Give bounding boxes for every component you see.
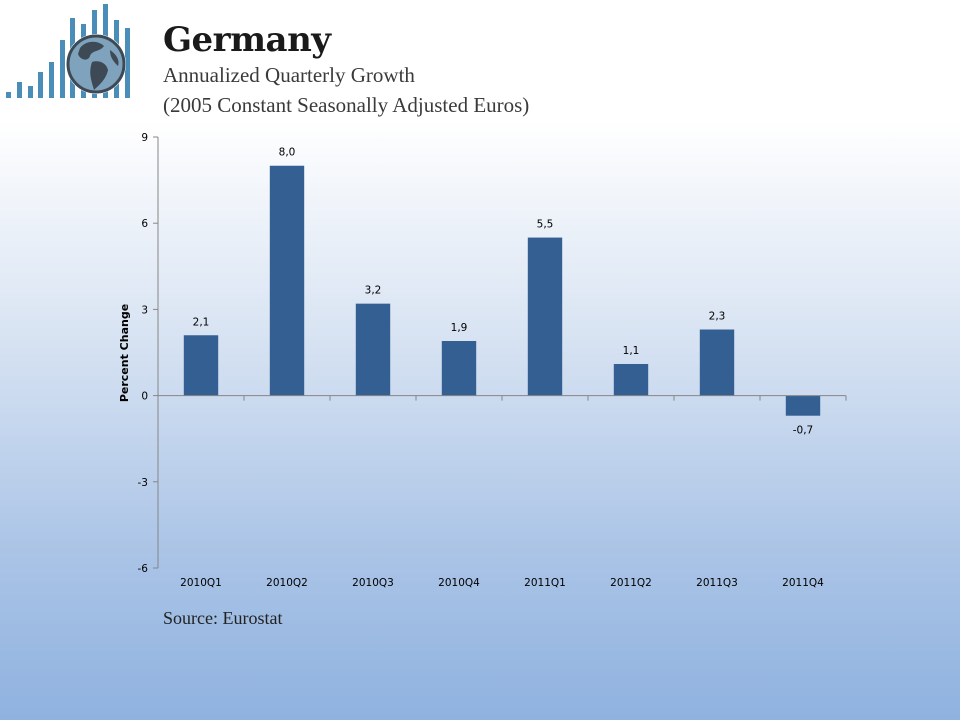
y-tick-label: 9 bbox=[141, 132, 148, 144]
logo-bar-4 bbox=[38, 72, 43, 98]
y-tick-label: 3 bbox=[141, 304, 148, 316]
data-label-2011Q3: 2,3 bbox=[709, 311, 726, 323]
source-note: Source: Eurostat bbox=[163, 608, 283, 628]
category-label-2010Q4: 2010Q4 bbox=[438, 577, 480, 589]
logo-bar-12 bbox=[125, 28, 130, 98]
data-labels: 2,1 8,0 3,2 1,9 5,5 1,1 2,3 -0,7 bbox=[193, 147, 814, 437]
bar-2010Q1 bbox=[183, 335, 219, 396]
bar-2011Q4 bbox=[785, 395, 821, 416]
data-label-2010Q1: 2,1 bbox=[193, 316, 210, 328]
logo-bar-1 bbox=[6, 92, 11, 98]
data-label-2011Q1: 5,5 bbox=[537, 219, 554, 231]
y-tick-label: 6 bbox=[141, 218, 148, 230]
data-label-2010Q3: 3,2 bbox=[365, 285, 382, 297]
logo-globe-bars-icon bbox=[6, 4, 130, 98]
y-tick-label: 0 bbox=[141, 391, 148, 403]
category-label-2011Q4: 2011Q4 bbox=[782, 577, 824, 589]
y-tick-label: -3 bbox=[138, 477, 148, 489]
globe-icon bbox=[66, 34, 126, 94]
data-label-2011Q2: 1,1 bbox=[623, 345, 640, 357]
chart-subtitle-line2: (2005 Constant Seasonally Adjusted Euros… bbox=[163, 93, 530, 117]
category-label-2011Q1: 2011Q1 bbox=[524, 577, 566, 589]
logo-bar-2 bbox=[17, 82, 22, 98]
data-label-2010Q4: 1,9 bbox=[451, 322, 468, 334]
category-label-2011Q2: 2011Q2 bbox=[610, 577, 652, 589]
bar-2010Q4 bbox=[441, 341, 477, 396]
category-label-2010Q3: 2010Q3 bbox=[352, 577, 394, 589]
y-axis-title: Percent Change bbox=[118, 304, 131, 402]
logo-bar-3 bbox=[28, 86, 33, 98]
bar-2010Q2 bbox=[269, 165, 305, 396]
data-label-2010Q2: 8,0 bbox=[279, 147, 296, 159]
logo-bar-6 bbox=[60, 40, 65, 98]
bar-2011Q1 bbox=[527, 237, 563, 396]
category-labels: 2010Q1 2010Q2 2010Q3 2010Q4 2011Q1 2011Q2 2011… bbox=[180, 577, 824, 589]
chart-subtitle-line1: Annualized Quarterly Growth bbox=[163, 63, 415, 87]
logo-bar-5 bbox=[49, 62, 54, 98]
category-label-2010Q2: 2010Q2 bbox=[266, 577, 308, 589]
y-axis: 9 6 3 0 -3 -6 bbox=[138, 132, 159, 575]
bar-2011Q3 bbox=[699, 329, 735, 396]
page-title: Germany bbox=[163, 20, 331, 60]
bars bbox=[183, 165, 821, 416]
bar-2011Q2 bbox=[613, 363, 649, 396]
data-label-2011Q4: -0,7 bbox=[793, 425, 814, 437]
x-axis bbox=[157, 395, 847, 401]
y-tick-label: -6 bbox=[138, 563, 149, 575]
bar-2010Q3 bbox=[355, 303, 391, 396]
category-label-2010Q1: 2010Q1 bbox=[180, 577, 222, 589]
category-label-2011Q3: 2011Q3 bbox=[696, 577, 738, 589]
